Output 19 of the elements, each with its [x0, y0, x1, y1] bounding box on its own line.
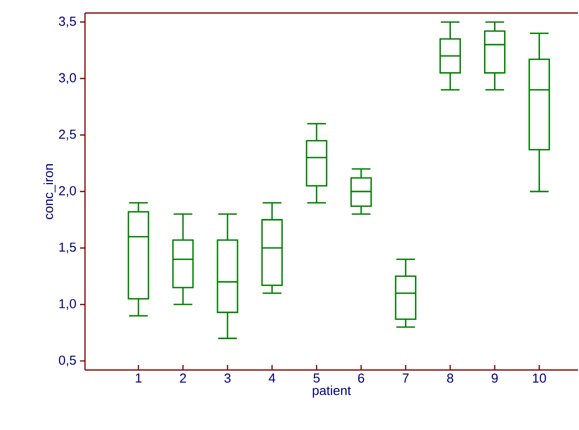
y-tick-label: 0,5: [58, 356, 76, 366]
x-tick-label: 1: [136, 374, 142, 382]
x-tick-label: 4: [268, 374, 276, 382]
y-tick-label: 3,0: [58, 73, 76, 84]
y-axis-title: conc_iron: [44, 164, 56, 220]
x-tick-label: 3: [224, 374, 231, 383]
x-tick-label: 7: [402, 374, 409, 382]
y-tick-label: 3,5: [58, 16, 76, 28]
x-tick-label: 6: [358, 374, 364, 383]
y-tick-label: 2,5: [59, 130, 76, 140]
y-tick-label: 2,0: [59, 186, 76, 197]
y-tick-label: 1,5: [59, 242, 76, 254]
y-tick-label: 1,0: [59, 299, 76, 310]
x-tick-label: 5: [313, 374, 320, 383]
x-axis-title: patient: [312, 386, 351, 398]
x-tick-label: 8: [447, 374, 454, 383]
x-tick-label: 9: [492, 374, 498, 383]
x-tick-label: 2: [180, 374, 186, 383]
x-tick-label: 10: [533, 374, 546, 383]
